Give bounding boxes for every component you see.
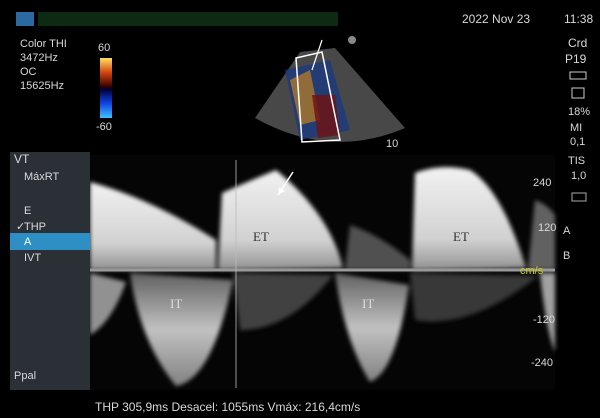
probe: P19 (565, 52, 587, 66)
preset: Crd (568, 36, 587, 50)
menu-footer[interactable]: Ppal (14, 370, 36, 382)
date: 2022 Nov 23 (462, 12, 530, 26)
filling-label: IT (362, 296, 374, 311)
spectral-doppler (90, 155, 555, 390)
frequency: 3472Hz (20, 52, 58, 64)
color-bar (100, 58, 112, 118)
marker-label: A (563, 225, 571, 237)
menu-item[interactable]: THP (24, 221, 46, 233)
menu-item[interactable]: IVT (24, 252, 41, 264)
menu-panel: ✓ (10, 152, 90, 390)
option: OC (20, 66, 37, 78)
ejection-label: ET (253, 229, 269, 244)
time: 11:38 (564, 12, 593, 26)
scale-label: -240 (531, 357, 553, 369)
menu-title: VT (14, 152, 30, 166)
tis-label: TIS (568, 155, 585, 167)
page: 2022 Nov 23 11:38 Color THI 3472Hz OC 15… (0, 0, 600, 418)
status-strip (38, 12, 338, 26)
menu-item[interactable]: E (24, 205, 31, 217)
menu-item[interactable]: MáxRT (24, 171, 60, 183)
mode: Color THI (20, 38, 67, 50)
filling-label: IT (170, 296, 182, 311)
color-scale-min: -60 (96, 121, 112, 133)
mi-value: 0,1 (570, 136, 585, 148)
tis-value: 1,0 (571, 170, 586, 182)
power: 18% (568, 106, 590, 118)
scale-unit: cm/s (520, 265, 544, 277)
logo-icon[interactable] (16, 12, 34, 26)
marker-label: B (563, 250, 570, 262)
prf: 15625Hz (20, 80, 64, 92)
ultrasound-screen: 2022 Nov 23 11:38 Color THI 3472Hz OC 15… (0, 0, 600, 418)
scale-label: 240 (533, 177, 551, 189)
scale-label: 120 (538, 222, 556, 234)
scale-label: -120 (533, 314, 555, 326)
menu-item[interactable]: A (24, 236, 32, 248)
menu-highlight (10, 233, 90, 250)
ejection-label: ET (453, 229, 469, 244)
color-scale-max: 60 (98, 42, 110, 54)
measurement: THP 305,9ms Desacel: 1055ms Vmáx: 216,4c… (95, 400, 360, 414)
sector-depth: 10 (386, 138, 398, 150)
mi-label: MI (570, 122, 582, 134)
